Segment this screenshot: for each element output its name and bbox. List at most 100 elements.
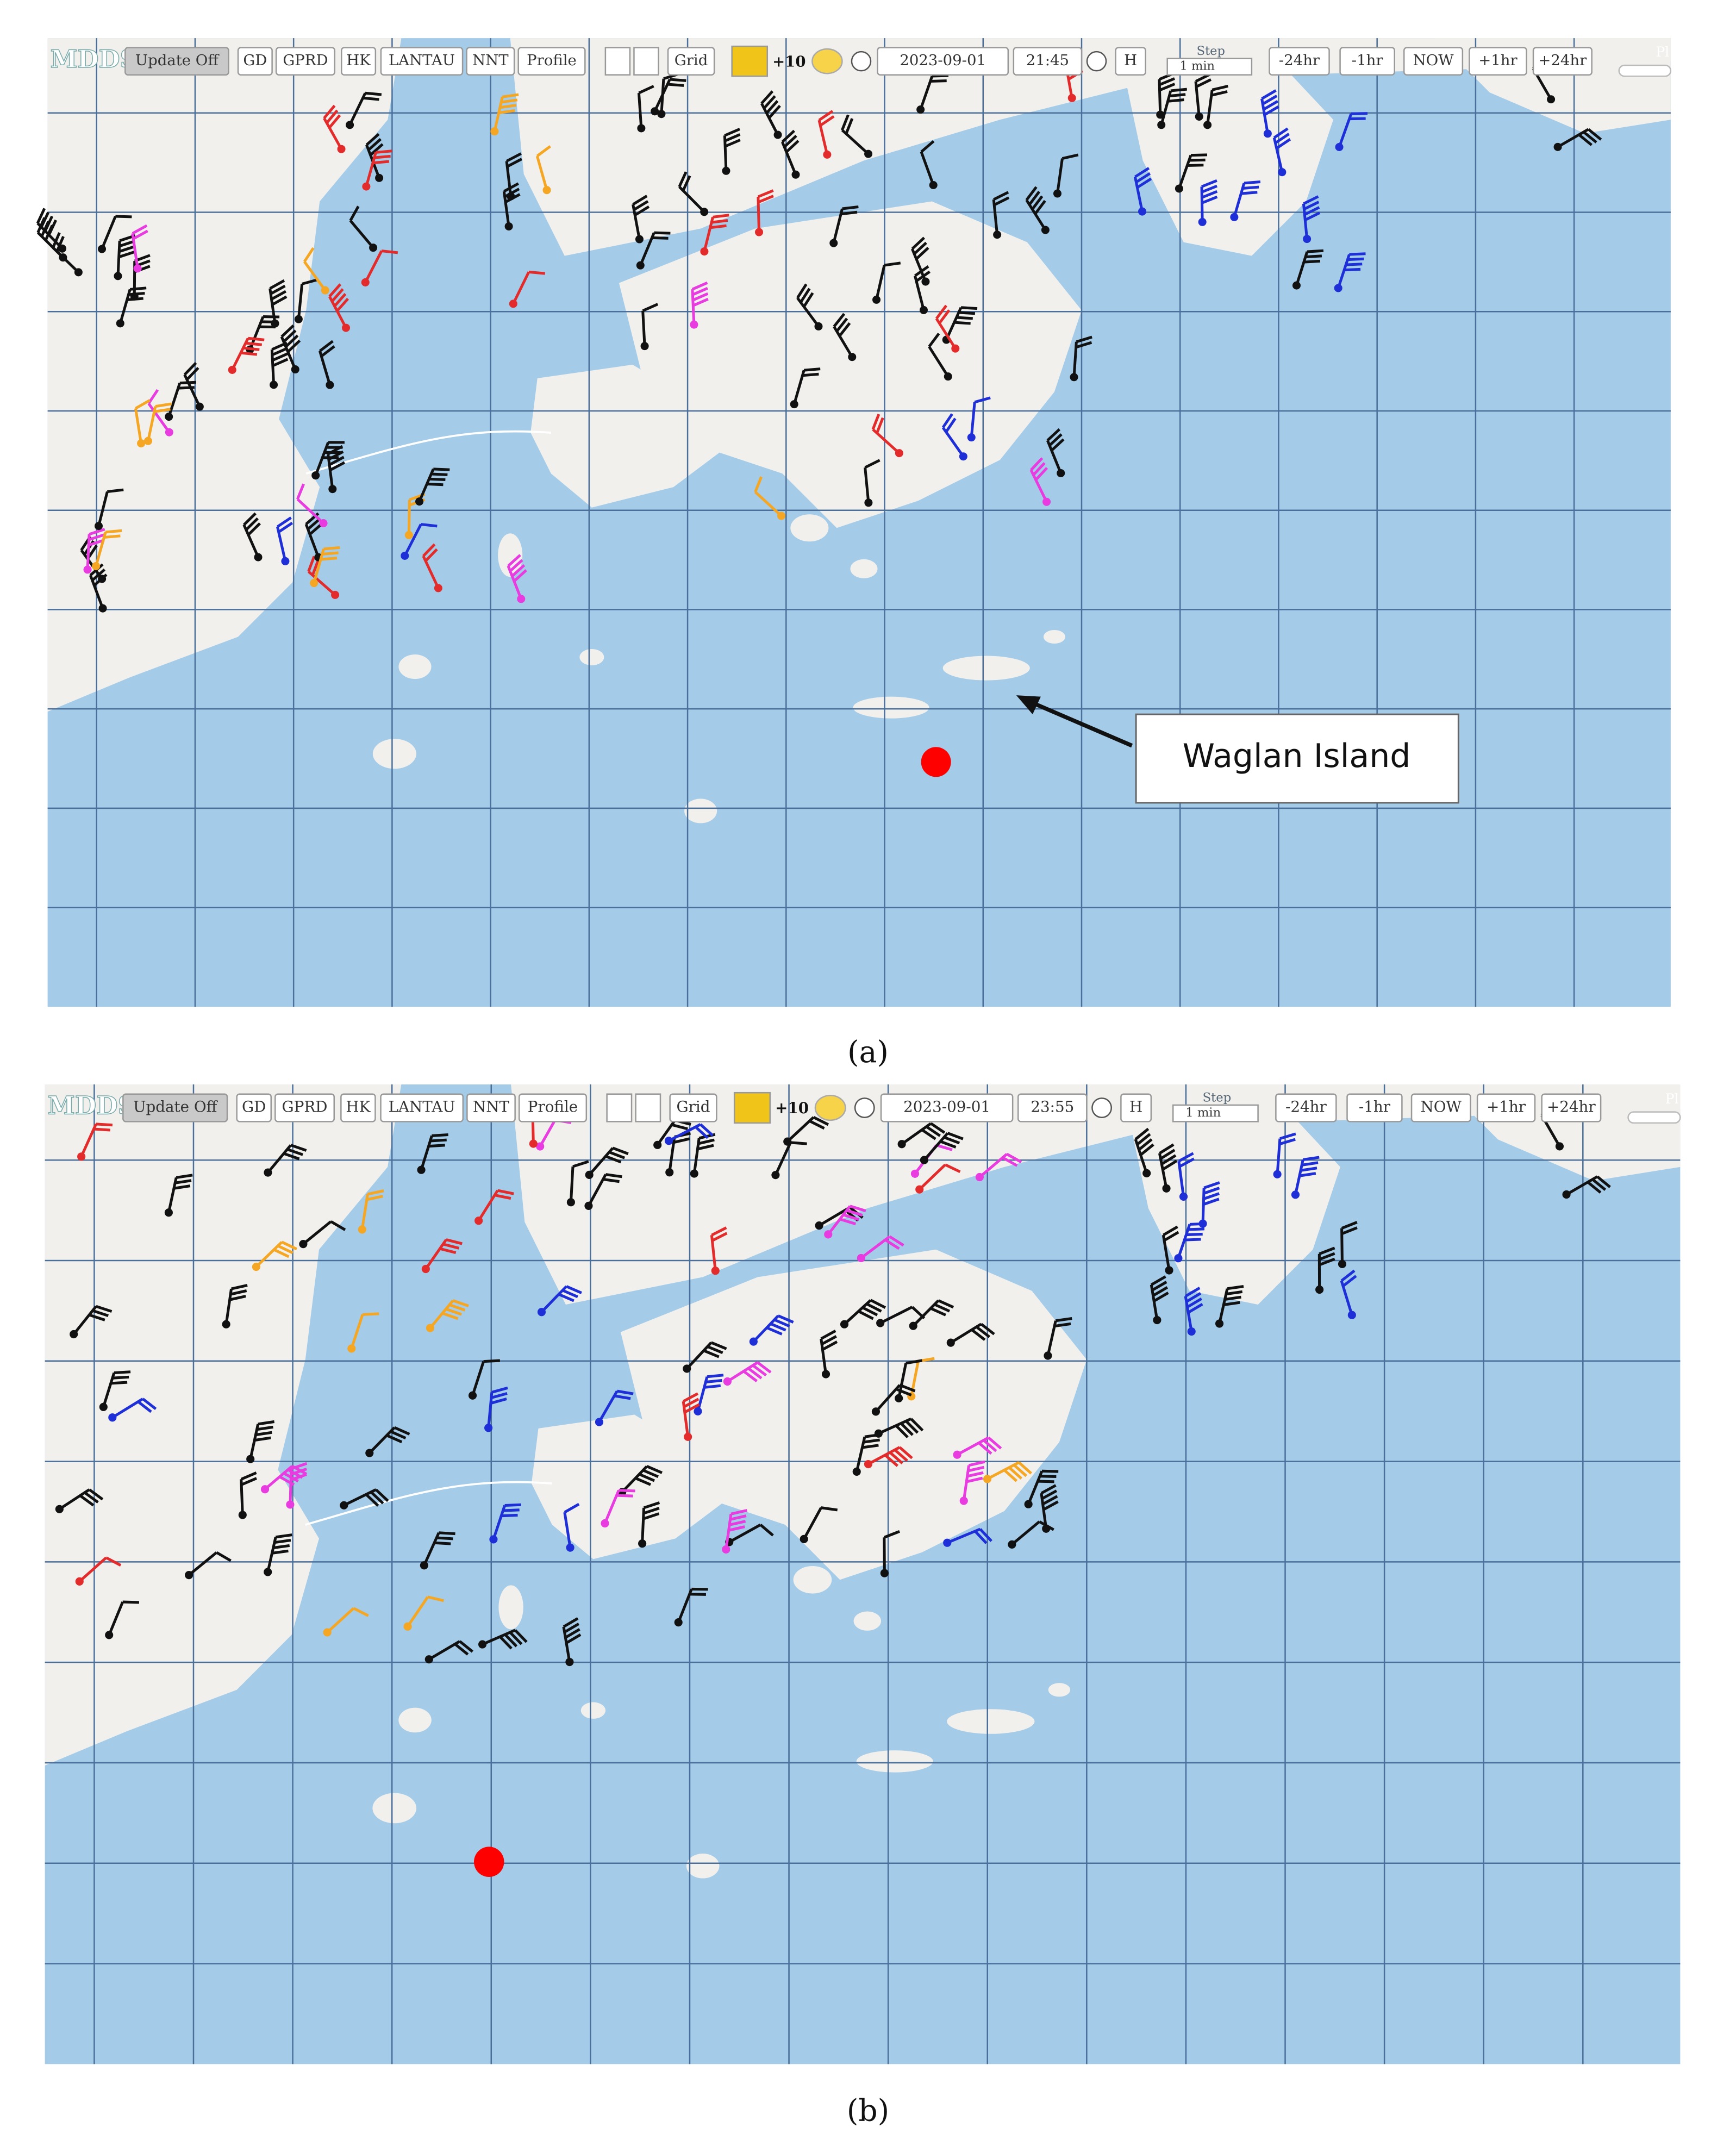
region-button-bg[interactable] bbox=[275, 47, 336, 76]
nav-button-bg[interactable] bbox=[1403, 47, 1464, 76]
region-button[interactable]: GPRD bbox=[282, 1098, 328, 1116]
station-dot bbox=[1562, 1190, 1571, 1199]
station-dot bbox=[328, 485, 337, 494]
station-dot bbox=[1070, 373, 1078, 382]
plus-ten[interactable]: +10 bbox=[772, 53, 805, 71]
nav-button-bg[interactable] bbox=[1476, 1093, 1536, 1122]
region-button-bg[interactable] bbox=[517, 47, 586, 76]
nav-button[interactable]: NOW bbox=[1413, 52, 1454, 69]
step-select[interactable]: 1 min bbox=[1185, 1106, 1221, 1120]
settings-icon[interactable] bbox=[1091, 1097, 1112, 1119]
nav-button[interactable]: +24hr bbox=[1538, 52, 1587, 69]
step-select[interactable]: 1 min bbox=[1179, 59, 1215, 73]
region-button[interactable]: NNT bbox=[473, 1098, 509, 1116]
region-button[interactable]: Profile bbox=[528, 1098, 578, 1116]
region-button-bg[interactable] bbox=[518, 1093, 588, 1122]
nav-button[interactable]: -1hr bbox=[1352, 52, 1384, 69]
station-dot bbox=[722, 166, 730, 175]
region-button-bg[interactable] bbox=[341, 47, 377, 76]
nav-button-bg[interactable] bbox=[1532, 47, 1593, 76]
region-button[interactable]: GD bbox=[242, 1098, 266, 1116]
zoom-in[interactable] bbox=[606, 1093, 633, 1122]
nav-button-bg[interactable] bbox=[1469, 47, 1527, 76]
region-button[interactable]: Profile bbox=[527, 52, 577, 69]
nav-button[interactable]: NOW bbox=[1421, 1098, 1462, 1116]
layer-icon[interactable] bbox=[731, 45, 769, 77]
nav-button[interactable]: +24hr bbox=[1547, 1098, 1596, 1116]
wind-barb-staff bbox=[58, 1488, 90, 1511]
zoom-out[interactable] bbox=[635, 1093, 661, 1122]
update-button[interactable]: Update Off bbox=[133, 1098, 218, 1116]
region-button-bg[interactable] bbox=[274, 1093, 335, 1122]
h-button-bg[interactable] bbox=[1120, 1093, 1152, 1122]
time-field-bg[interactable] bbox=[1013, 47, 1083, 76]
station-dot bbox=[840, 1320, 849, 1328]
region-button-bg[interactable] bbox=[380, 47, 464, 76]
date-field-bg[interactable] bbox=[880, 1093, 1014, 1122]
region-button-bg[interactable] bbox=[380, 1093, 464, 1122]
update-button-bg[interactable] bbox=[122, 1093, 228, 1122]
wind-barb-feather bbox=[432, 1133, 448, 1137]
region-button[interactable]: GD bbox=[243, 52, 267, 69]
h-button[interactable]: H bbox=[1124, 52, 1137, 69]
region-button-bg[interactable] bbox=[236, 1093, 272, 1122]
wind-barb-staff bbox=[36, 222, 64, 250]
time-field-bg[interactable] bbox=[1017, 1093, 1088, 1122]
station-dot bbox=[369, 244, 378, 252]
grid-button[interactable]: Grid bbox=[676, 1098, 710, 1116]
update-button-bg[interactable] bbox=[124, 47, 229, 76]
date-field[interactable]: 2023-09-01 bbox=[900, 52, 986, 69]
settings-icon[interactable] bbox=[854, 1097, 875, 1119]
nav-button-bg[interactable] bbox=[1541, 1093, 1602, 1122]
date-field[interactable]: 2023-09-01 bbox=[903, 1098, 990, 1116]
slider[interactable] bbox=[1627, 1111, 1681, 1124]
zoom-in[interactable] bbox=[604, 47, 631, 76]
region-button[interactable]: HK bbox=[346, 52, 371, 69]
nav-button-bg[interactable] bbox=[1346, 1093, 1403, 1122]
region-button[interactable]: HK bbox=[346, 1098, 371, 1116]
update-button[interactable]: Update Off bbox=[135, 52, 220, 69]
date-field-bg[interactable] bbox=[877, 47, 1009, 76]
region-button-bg[interactable] bbox=[466, 47, 515, 76]
layer-icon[interactable] bbox=[733, 1091, 771, 1124]
wind-barb-feather bbox=[283, 1152, 300, 1161]
grid-button-bg[interactable] bbox=[667, 47, 715, 76]
wind-barb-feather bbox=[1304, 211, 1321, 221]
time-field[interactable]: 21:45 bbox=[1026, 52, 1069, 69]
layer-icon[interactable] bbox=[811, 48, 843, 74]
station-dot bbox=[880, 1569, 889, 1577]
nav-button-bg[interactable] bbox=[1410, 1093, 1471, 1122]
slider[interactable] bbox=[1618, 64, 1672, 77]
step-select-bg[interactable] bbox=[1166, 58, 1253, 76]
nav-button-bg[interactable] bbox=[1275, 1093, 1337, 1122]
h-button-bg[interactable] bbox=[1115, 47, 1146, 76]
nav-button[interactable]: -1hr bbox=[1359, 1098, 1391, 1116]
settings-icon[interactable] bbox=[1086, 51, 1107, 72]
layer-icon[interactable] bbox=[814, 1095, 846, 1121]
nav-button[interactable]: +1hr bbox=[1487, 1098, 1526, 1116]
step-select-bg[interactable] bbox=[1172, 1104, 1259, 1122]
settings-icon[interactable] bbox=[851, 51, 872, 72]
station-dot bbox=[165, 413, 173, 421]
nav-button[interactable]: -24hr bbox=[1285, 1098, 1327, 1116]
plus-ten[interactable]: +10 bbox=[775, 1099, 809, 1117]
h-button[interactable]: H bbox=[1129, 1098, 1142, 1116]
region-button[interactable]: NNT bbox=[472, 52, 509, 69]
time-field[interactable]: 23:55 bbox=[1031, 1098, 1074, 1116]
wind-barb-feather bbox=[509, 559, 523, 572]
grid-button-bg[interactable] bbox=[669, 1093, 717, 1122]
zoom-out[interactable] bbox=[633, 47, 659, 76]
nav-button[interactable]: -24hr bbox=[1279, 52, 1320, 69]
region-button-bg[interactable] bbox=[237, 47, 273, 76]
region-button-bg[interactable] bbox=[340, 1093, 376, 1122]
region-button-bg[interactable] bbox=[466, 1093, 516, 1122]
nav-button-bg[interactable] bbox=[1339, 47, 1395, 76]
nav-button-bg[interactable] bbox=[1269, 47, 1330, 76]
nav-button[interactable]: +1hr bbox=[1478, 52, 1518, 69]
wind-barb-staff bbox=[639, 232, 655, 266]
region-button[interactable]: GPRD bbox=[283, 52, 328, 69]
region-button[interactable]: LANTAU bbox=[389, 1098, 455, 1116]
grid-button[interactable]: Grid bbox=[675, 52, 708, 69]
region-button[interactable]: LANTAU bbox=[389, 52, 455, 69]
station-dot bbox=[951, 344, 960, 353]
